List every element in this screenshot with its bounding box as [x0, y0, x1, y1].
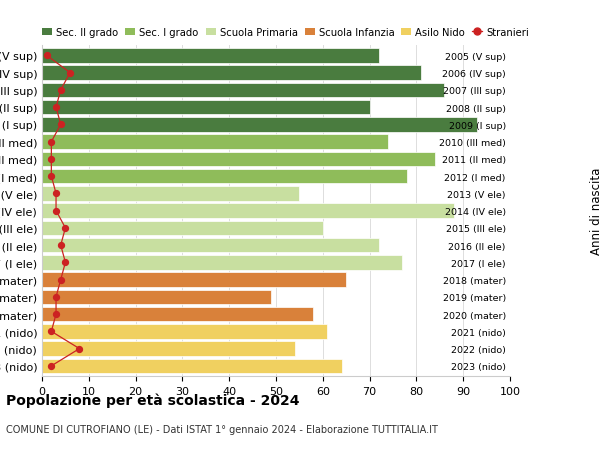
Bar [42, 307, 313, 322]
Point [47, 173, 56, 180]
Bar [42, 238, 379, 253]
Point [47, 363, 56, 370]
Point [74, 345, 84, 353]
Bar [42, 135, 388, 150]
Text: Anni di nascita: Anni di nascita [590, 168, 600, 255]
Bar [42, 118, 477, 132]
Bar [42, 325, 328, 339]
Point [47, 156, 56, 163]
Point [56, 242, 65, 249]
Bar [42, 273, 346, 287]
Bar [42, 221, 323, 235]
Bar [42, 341, 295, 356]
Point [65, 70, 75, 77]
Point [47, 328, 56, 335]
Bar [42, 359, 341, 373]
Bar [42, 187, 299, 201]
Point [47, 139, 56, 146]
Point [56, 87, 65, 95]
Point [51, 104, 61, 112]
Text: Popolazione per età scolastica - 2024: Popolazione per età scolastica - 2024 [6, 392, 299, 407]
Bar [42, 290, 271, 304]
Bar [42, 169, 407, 184]
Point [51, 294, 61, 301]
Point [56, 121, 65, 129]
Point [51, 311, 61, 318]
Point [61, 259, 70, 266]
Bar [42, 49, 379, 63]
Point [51, 207, 61, 215]
Bar [42, 66, 421, 81]
Point [56, 276, 65, 284]
Bar [42, 84, 445, 98]
Bar [42, 256, 403, 270]
Bar [42, 204, 454, 218]
Legend: Sec. II grado, Sec. I grado, Scuola Primaria, Scuola Infanzia, Asilo Nido, Stran: Sec. II grado, Sec. I grado, Scuola Prim… [43, 28, 529, 38]
Point [51, 190, 61, 197]
Text: COMUNE DI CUTROFIANO (LE) - Dati ISTAT 1° gennaio 2024 - Elaborazione TUTTITALIA: COMUNE DI CUTROFIANO (LE) - Dati ISTAT 1… [6, 425, 438, 435]
Bar [42, 101, 370, 115]
Bar [42, 152, 435, 167]
Point [42, 52, 52, 60]
Point [61, 225, 70, 232]
